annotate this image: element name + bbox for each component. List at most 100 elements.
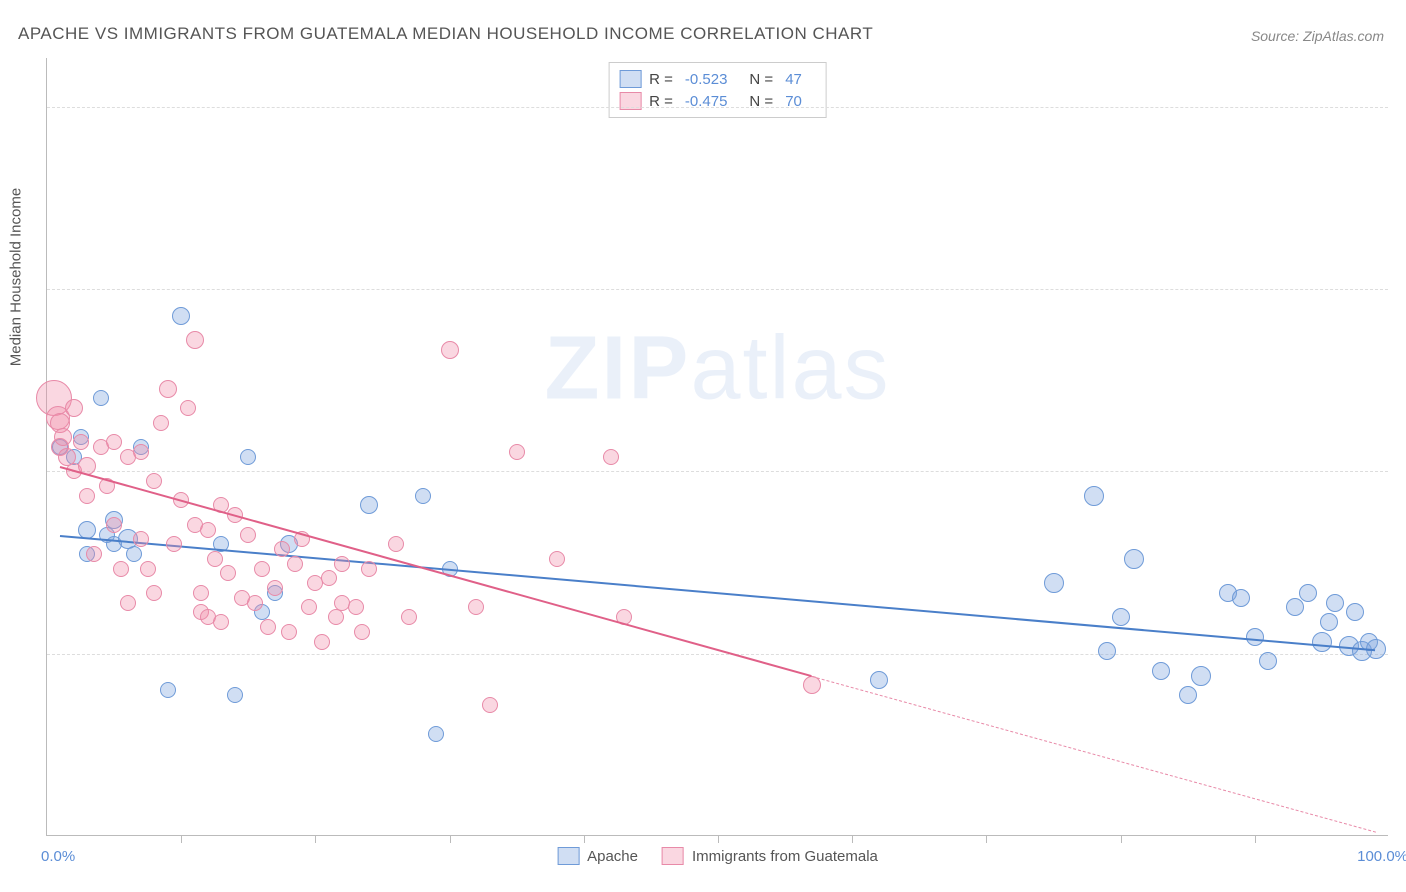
data-point — [133, 444, 149, 460]
source-attribution: Source: ZipAtlas.com — [1251, 28, 1384, 44]
chart-title: APACHE VS IMMIGRANTS FROM GUATEMALA MEDI… — [18, 24, 873, 44]
legend-item: Apache — [557, 847, 638, 865]
data-point — [1191, 666, 1211, 686]
data-point — [314, 634, 330, 650]
data-point — [1346, 603, 1364, 621]
data-point — [267, 580, 283, 596]
data-point — [120, 595, 136, 611]
data-point — [220, 565, 236, 581]
data-point — [388, 536, 404, 552]
data-point — [93, 390, 109, 406]
data-point — [207, 551, 223, 567]
data-point — [160, 682, 176, 698]
data-point — [321, 570, 337, 586]
data-point — [468, 599, 484, 615]
plot-area: ZIPatlas R =-0.523N =47R =-0.475N =70 Ap… — [46, 58, 1388, 836]
data-point — [54, 428, 72, 446]
data-point — [1312, 632, 1332, 652]
trend-line — [60, 466, 812, 677]
gridline-h — [47, 654, 1388, 655]
x-tick — [584, 835, 585, 843]
data-point — [79, 488, 95, 504]
data-point — [1084, 486, 1104, 506]
gridline-h — [47, 289, 1388, 290]
data-point — [186, 331, 204, 349]
x-tick — [852, 835, 853, 843]
data-point — [1232, 589, 1250, 607]
data-point — [348, 599, 364, 615]
data-point — [1286, 598, 1304, 616]
data-point — [113, 561, 129, 577]
watermark-atlas: atlas — [690, 318, 890, 418]
data-point — [1320, 613, 1338, 631]
series-legend: Apache Immigrants from Guatemala — [557, 847, 878, 865]
data-point — [166, 536, 182, 552]
data-point — [106, 517, 122, 533]
legend-swatch — [662, 847, 684, 865]
data-point — [254, 561, 270, 577]
data-point — [1124, 549, 1144, 569]
data-point — [1044, 573, 1064, 593]
data-point — [1179, 686, 1197, 704]
data-point — [401, 609, 417, 625]
watermark-zip: ZIP — [544, 318, 690, 418]
data-point — [441, 341, 459, 359]
data-point — [354, 624, 370, 640]
data-point — [549, 551, 565, 567]
data-point — [360, 496, 378, 514]
data-point — [180, 400, 196, 416]
data-point — [1246, 628, 1264, 646]
watermark: ZIPatlas — [544, 317, 890, 420]
trend-line — [812, 676, 1376, 833]
data-point — [247, 595, 263, 611]
data-point — [200, 522, 216, 538]
x-tick — [1121, 835, 1122, 843]
data-point — [106, 434, 122, 450]
x-label-max: 100.0% — [1357, 848, 1406, 865]
data-point — [172, 307, 190, 325]
correlation-legend: R = -0.523 N = 47 R =-0.475N =70 — [608, 62, 827, 118]
x-tick — [450, 835, 451, 843]
gridline-h — [47, 471, 1388, 472]
gridline-h — [47, 107, 1388, 108]
legend-label: Immigrants from Guatemala — [692, 848, 878, 865]
legend-item: Immigrants from Guatemala — [662, 847, 878, 865]
data-point — [361, 561, 377, 577]
data-point — [1326, 594, 1344, 612]
data-point — [260, 619, 276, 635]
data-point — [1299, 584, 1317, 602]
data-point — [1112, 608, 1130, 626]
chart-container: Median Household Income ZIPatlas R =-0.5… — [46, 58, 1388, 836]
legend-r-value: -0.523 — [685, 71, 728, 88]
data-point — [870, 671, 888, 689]
data-point — [287, 556, 303, 572]
data-point — [334, 556, 350, 572]
x-label-min: 0.0% — [41, 848, 75, 865]
data-point — [301, 599, 317, 615]
data-point — [240, 449, 256, 465]
data-point — [65, 399, 83, 417]
data-point — [86, 546, 102, 562]
legend-n-label: N = — [749, 71, 773, 88]
data-point — [73, 434, 89, 450]
data-point — [126, 546, 142, 562]
legend-r-label: R = — [649, 71, 673, 88]
data-point — [603, 449, 619, 465]
data-point — [193, 585, 209, 601]
data-point — [133, 531, 149, 547]
data-point — [146, 585, 162, 601]
data-point — [509, 444, 525, 460]
data-point — [153, 415, 169, 431]
legend-swatch — [557, 847, 579, 865]
data-point — [1098, 642, 1116, 660]
legend-n-value: 47 — [785, 71, 802, 88]
legend-row: R =-0.475N =70 — [619, 90, 816, 112]
data-point — [1152, 662, 1170, 680]
data-point — [415, 488, 431, 504]
data-point — [240, 527, 256, 543]
x-tick — [315, 835, 316, 843]
data-point — [482, 697, 498, 713]
data-point — [213, 614, 229, 630]
data-point — [159, 380, 177, 398]
source-name: ZipAtlas.com — [1303, 28, 1384, 44]
